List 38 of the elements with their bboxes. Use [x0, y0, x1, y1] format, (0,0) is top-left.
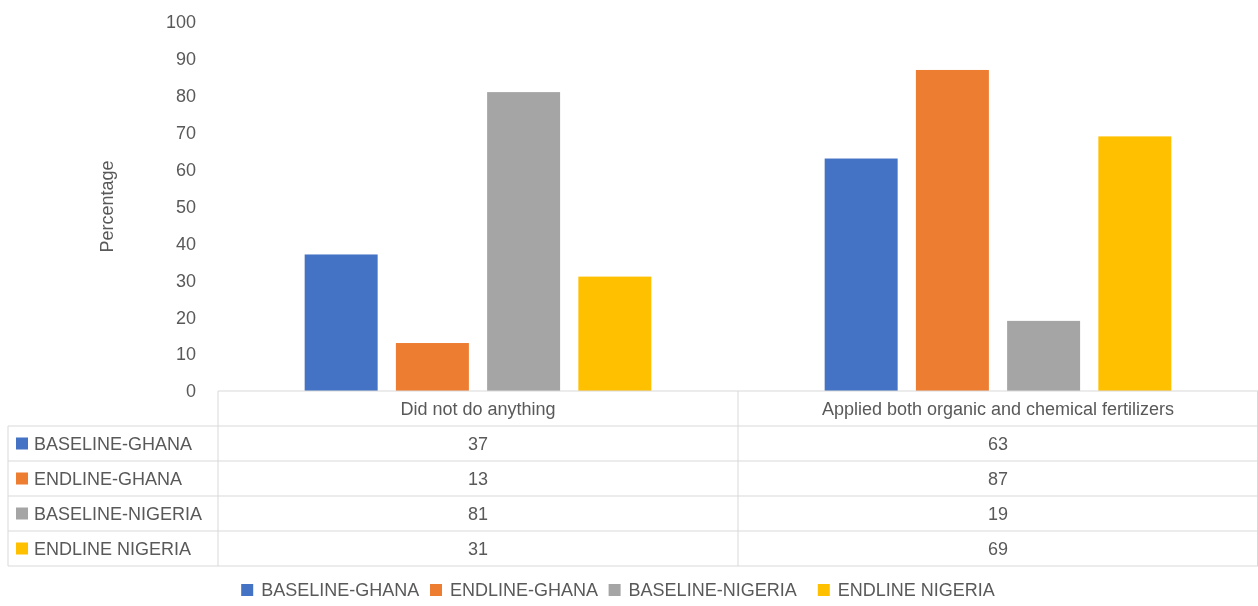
data-label: 87: [987, 468, 1009, 489]
y-tick-label: 100: [165, 12, 196, 33]
data-label: 81: [467, 503, 489, 524]
data-label: 13: [467, 468, 489, 489]
legend-label: BASELINE-NIGERIA: [628, 580, 797, 601]
x-tick-label: Did not do anything: [400, 398, 556, 419]
x-tick-label: Applied both organic and chemical fertilizers: [821, 398, 1175, 419]
y-tick-label: 10: [175, 344, 196, 365]
y-tick-label: 40: [175, 233, 196, 254]
y-tick-label: 70: [175, 123, 196, 143]
y-tick-label: 50: [175, 196, 196, 217]
y-tick-label: 80: [175, 86, 196, 107]
y-tick-label: 90: [175, 49, 196, 70]
legend-label: ENDLINE NIGERIA: [837, 580, 995, 601]
text: ENDLINE-GHANA: [34, 468, 183, 489]
bar: [487, 92, 561, 391]
bar: [1007, 320, 1081, 391]
bar: [915, 69, 989, 391]
legend-label: ENDLINE-GHANA: [450, 580, 599, 601]
y-tick-label: 30: [175, 270, 196, 291]
legend-label: BASELINE-GHANA: [34, 433, 193, 454]
text: ENDLINE NIGERIA: [34, 538, 192, 559]
text: BASELINE-GHANA: [261, 580, 420, 601]
y-tick-label: 20: [175, 307, 196, 328]
bar: [578, 276, 652, 391]
bar: [1098, 136, 1172, 391]
y-tick-label: 0: [185, 381, 196, 402]
text: BASELINE-NIGERIA: [34, 503, 203, 524]
bar: [395, 343, 469, 391]
data-label: 69: [987, 538, 1009, 559]
data-label: 37: [467, 433, 489, 454]
y-tick-label: 60: [175, 159, 196, 180]
data-label: 31: [467, 538, 489, 559]
y-axis-title: Percentage: [97, 160, 117, 253]
bar: [304, 254, 378, 391]
data-label: 19: [987, 503, 1009, 524]
bar: [824, 158, 898, 391]
data-label: 63: [987, 433, 1009, 454]
